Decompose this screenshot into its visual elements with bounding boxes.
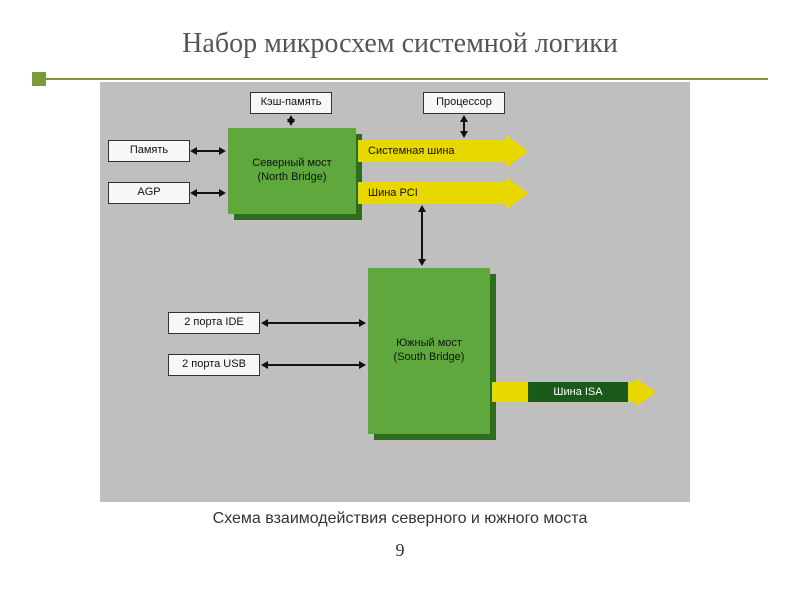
connector-6-r <box>359 361 366 369</box>
box-memory: Память <box>108 140 190 162</box>
connector-3-d <box>460 131 468 138</box>
bus-system: Системная шина <box>358 140 506 162</box>
connector-4-d <box>418 259 426 266</box>
bus-pci: Шина PCI <box>358 182 506 204</box>
connector-3-u <box>460 115 468 122</box>
bus-isa-head <box>636 378 656 406</box>
connector-5-r <box>359 319 366 327</box>
page-number: 9 <box>0 540 800 561</box>
bus-system-head <box>506 135 528 167</box>
connector-5 <box>267 322 360 324</box>
connector-0-l <box>190 147 197 155</box>
page-title: Набор микросхем системной логики <box>0 0 800 60</box>
bus-isa-post <box>628 382 636 402</box>
bus-pci-head <box>506 177 528 209</box>
box-ide: 2 порта IDE <box>168 312 260 334</box>
connector-1-r <box>219 189 226 197</box>
bus-isa-pre <box>492 382 528 402</box>
title-underline <box>32 78 768 80</box>
connector-1 <box>196 192 220 194</box>
box-agp: AGP <box>108 182 190 204</box>
connector-1-l <box>190 189 197 197</box>
connector-4-u <box>418 205 426 212</box>
connector-0-r <box>219 147 226 155</box>
box-cpu: Процессор <box>423 92 505 114</box>
bridge-north: Северный мост(North Bridge) <box>228 128 356 214</box>
bridge-south: Южный мост(South Bridge) <box>368 268 490 434</box>
connector-0 <box>196 150 220 152</box>
connector-6 <box>267 364 360 366</box>
box-cache: Кэш-память <box>250 92 332 114</box>
connector-4 <box>421 211 423 260</box>
diagram-caption: Схема взаимодействия северного и южного … <box>0 510 800 528</box>
bus-isa: Шина ISA <box>528 382 628 402</box>
connector-2-d <box>287 119 295 126</box>
box-usb: 2 порта USB <box>168 354 260 376</box>
connector-6-l <box>261 361 268 369</box>
connector-5-l <box>261 319 268 327</box>
diagram-canvas: Кэш-память Процессор Память AGP 2 порта IDE 2… <box>100 82 690 502</box>
